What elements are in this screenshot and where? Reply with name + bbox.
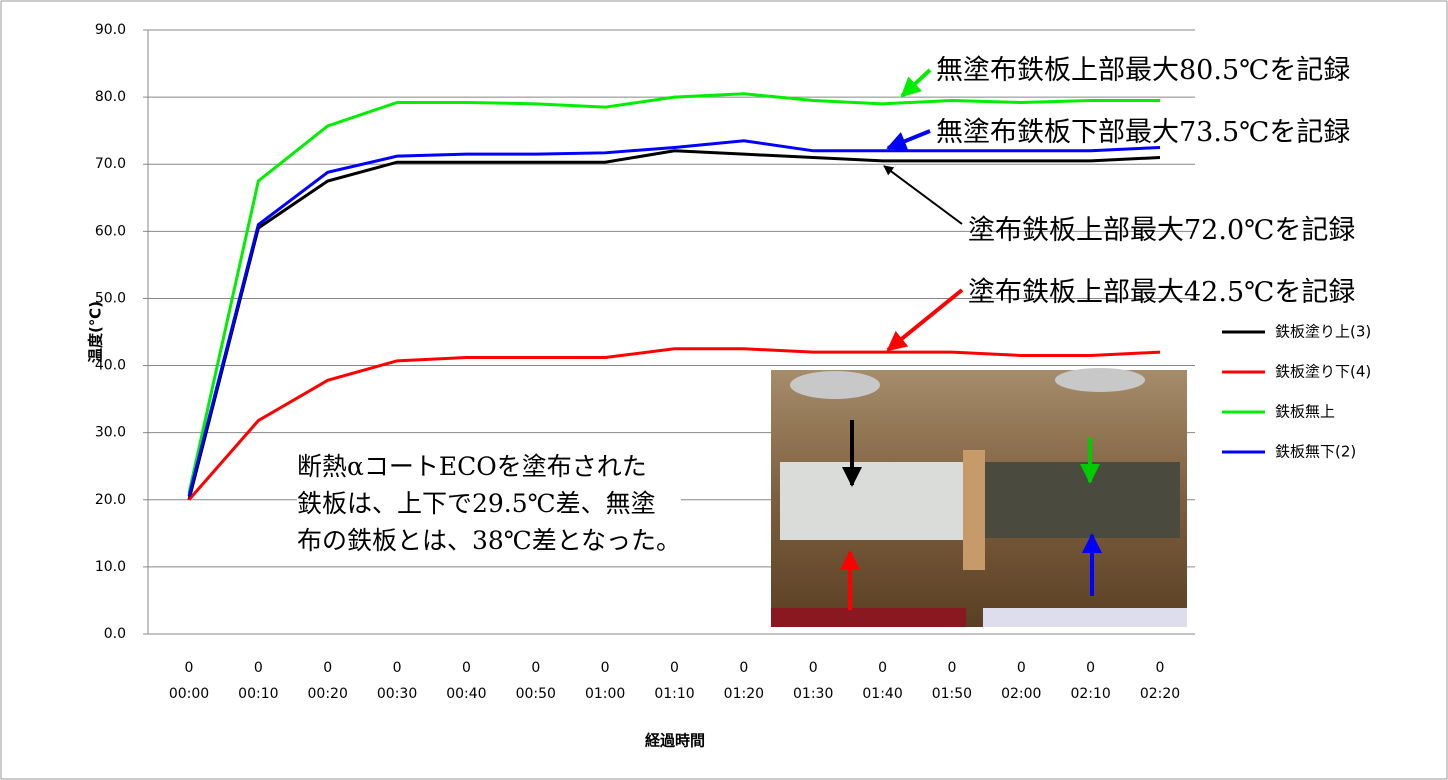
x-tick-label: 0 02:00 bbox=[1001, 660, 1042, 702]
y-tick-label: 10.0 bbox=[95, 559, 126, 575]
y-tick-label: 90.0 bbox=[95, 22, 126, 38]
annotation-arrow bbox=[886, 288, 964, 352]
x-tick-label: 0 00:40 bbox=[446, 660, 487, 702]
annotation: 塗布鉄板上部最大72.0℃を記録 bbox=[968, 215, 1356, 246]
x-tick-label: 0 01:20 bbox=[723, 660, 765, 702]
note-line: 鉄板は、上下で29.5℃差、無塗 bbox=[297, 489, 656, 518]
note-line: 布の鉄板とは、38℃差となった。 bbox=[297, 526, 682, 555]
x-axis-title: 経過時間 bbox=[645, 732, 705, 750]
x-tick-label: 0 01:50 bbox=[931, 660, 973, 702]
photo-strip bbox=[983, 608, 1187, 627]
x-tick-label: 0 00:20 bbox=[307, 660, 348, 702]
y-tick-label: 80.0 bbox=[95, 89, 126, 105]
x-tick-label: 0 02:10 bbox=[1070, 660, 1111, 702]
legend-label: 鉄板無下(2) bbox=[1275, 443, 1356, 461]
photo-post bbox=[963, 450, 985, 570]
annotation: 無塗布鉄板下部最大73.5℃を記録 bbox=[936, 117, 1351, 148]
x-tick-label: 0 01:00 bbox=[584, 660, 626, 702]
x-tick-label: 0 00:10 bbox=[238, 660, 279, 702]
y-tick-label: 70.0 bbox=[95, 156, 126, 172]
series-line bbox=[187, 92, 1160, 494]
photo-lamp bbox=[1055, 368, 1145, 392]
legend-label: 鉄板塗り上(3) bbox=[1275, 323, 1371, 341]
y-tick-label: 20.0 bbox=[95, 492, 126, 508]
annotation-arrow bbox=[883, 165, 963, 225]
annotation-arrow bbox=[886, 129, 931, 151]
y-tick-label: 50.0 bbox=[95, 290, 126, 306]
annotation: 塗布鉄板上部最大42.5℃を記録 bbox=[968, 277, 1356, 308]
y-tick-label: 40.0 bbox=[95, 358, 126, 374]
x-tick-label: 0 00:50 bbox=[515, 660, 556, 702]
photo bbox=[771, 368, 1187, 627]
photo-strip bbox=[771, 608, 966, 627]
legend-label: 鉄板無上 bbox=[1275, 403, 1335, 421]
y-tick-label: 60.0 bbox=[95, 223, 126, 239]
note: 断熱αコートECOを塗布された 鉄板は、上下で29.5℃差、無塗 布の鉄板とは、… bbox=[297, 448, 682, 559]
photo-plate bbox=[780, 462, 965, 540]
y-axis-title: 温度(℃) bbox=[87, 301, 105, 363]
x-tick-label: 0 01:10 bbox=[654, 660, 695, 702]
photo-lamp bbox=[790, 371, 880, 399]
x-tick-label: 0 02:20 bbox=[1139, 660, 1181, 702]
y-tick-label: 0.0 bbox=[104, 626, 126, 642]
x-tick-label: 0 01:40 bbox=[862, 660, 903, 702]
series-line bbox=[187, 139, 1161, 497]
photo-plate bbox=[985, 462, 1180, 538]
y-tick-label: 30.0 bbox=[95, 425, 126, 441]
x-tick-label: 0 00:00 bbox=[168, 660, 210, 702]
annotation-arrow bbox=[900, 68, 932, 98]
x-tick-label: 0 00:30 bbox=[376, 660, 418, 702]
legend-label: 鉄板塗り下(4) bbox=[1275, 363, 1371, 381]
x-tick-label: 0 01:30 bbox=[793, 660, 834, 702]
annotation: 無塗布鉄板上部最大80.5℃を記録 bbox=[936, 55, 1351, 86]
note-line: 断熱αコートECOを塗布された bbox=[297, 452, 647, 481]
series-line bbox=[187, 347, 1161, 501]
series-line bbox=[187, 149, 1161, 501]
